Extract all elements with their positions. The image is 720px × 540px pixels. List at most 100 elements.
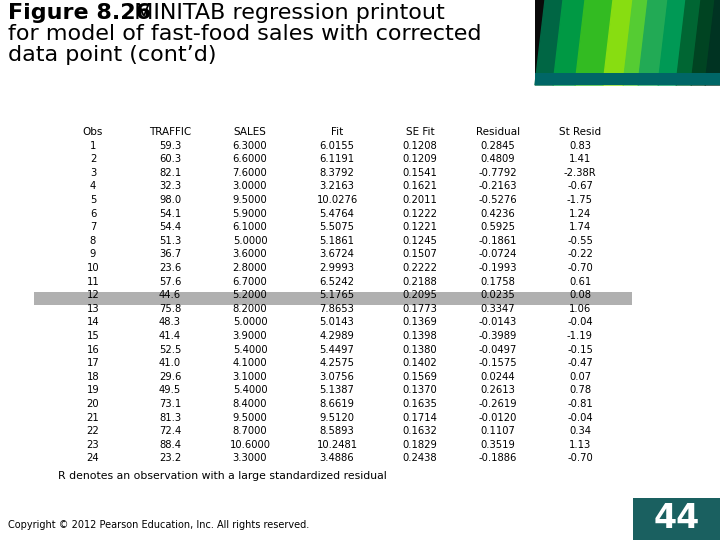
Text: -1.75: -1.75 (567, 195, 593, 205)
Text: 0.3347: 0.3347 (481, 304, 516, 314)
Text: 6: 6 (90, 208, 96, 219)
Text: 13: 13 (86, 304, 99, 314)
Polygon shape (575, 0, 613, 85)
Text: 21: 21 (86, 413, 99, 423)
Polygon shape (553, 0, 585, 85)
Bar (535, 0, 720, 85)
Text: 1.13: 1.13 (569, 440, 591, 450)
Text: 0.08: 0.08 (569, 290, 591, 300)
Text: -0.0497: -0.0497 (479, 345, 517, 355)
Text: 73.1: 73.1 (159, 399, 181, 409)
Text: 8.3792: 8.3792 (320, 168, 354, 178)
Text: 5.9000: 5.9000 (233, 208, 267, 219)
Bar (34, 292, 632, 305)
Text: 7: 7 (90, 222, 96, 232)
Text: 0.1209: 0.1209 (402, 154, 438, 164)
Text: 0.4809: 0.4809 (481, 154, 516, 164)
Text: -0.81: -0.81 (567, 399, 593, 409)
Text: 0.1507: 0.1507 (402, 249, 438, 259)
Text: 5.1765: 5.1765 (320, 290, 354, 300)
Text: 24: 24 (86, 454, 99, 463)
Text: for model of fast-food sales with corrected: for model of fast-food sales with correc… (8, 24, 482, 44)
Text: 5.4497: 5.4497 (320, 345, 354, 355)
Text: -0.70: -0.70 (567, 454, 593, 463)
Text: -0.70: -0.70 (567, 263, 593, 273)
Text: 54.1: 54.1 (159, 208, 181, 219)
Text: -0.47: -0.47 (567, 358, 593, 368)
Text: 5.5075: 5.5075 (320, 222, 354, 232)
Text: 0.1569: 0.1569 (402, 372, 438, 382)
Text: 16: 16 (86, 345, 99, 355)
Text: 60.3: 60.3 (159, 154, 181, 164)
Text: 3.1000: 3.1000 (233, 372, 267, 382)
Text: 14: 14 (86, 318, 99, 327)
Text: -0.1993: -0.1993 (479, 263, 517, 273)
Text: 0.1714: 0.1714 (402, 413, 438, 423)
Text: 6.3000: 6.3000 (233, 140, 267, 151)
Text: 0.1208: 0.1208 (402, 140, 437, 151)
Text: -0.2163: -0.2163 (479, 181, 517, 191)
Text: 3.9000: 3.9000 (233, 331, 267, 341)
Text: 0.5925: 0.5925 (480, 222, 516, 232)
Text: 4.2575: 4.2575 (320, 358, 354, 368)
Text: 0.1635: 0.1635 (402, 399, 438, 409)
Text: 3.0000: 3.0000 (233, 181, 267, 191)
Text: 5.4000: 5.4000 (233, 345, 267, 355)
Text: 0.0235: 0.0235 (481, 290, 516, 300)
Text: 98.0: 98.0 (159, 195, 181, 205)
Text: 0.2845: 0.2845 (481, 140, 516, 151)
Text: 3.2163: 3.2163 (320, 181, 354, 191)
Text: 23.6: 23.6 (159, 263, 181, 273)
Text: 0.78: 0.78 (569, 386, 591, 395)
Text: 1.74: 1.74 (569, 222, 591, 232)
Polygon shape (623, 0, 648, 85)
Text: 29.6: 29.6 (159, 372, 181, 382)
Text: 18: 18 (86, 372, 99, 382)
Text: 8.7000: 8.7000 (233, 426, 267, 436)
Text: 0.1369: 0.1369 (402, 318, 438, 327)
Text: 72.4: 72.4 (159, 426, 181, 436)
Text: 41.0: 41.0 (159, 358, 181, 368)
Text: -0.0724: -0.0724 (479, 249, 517, 259)
Text: 8.2000: 8.2000 (233, 304, 267, 314)
Text: 10.6000: 10.6000 (230, 440, 271, 450)
Text: 0.1758: 0.1758 (480, 276, 516, 287)
Text: 19: 19 (86, 386, 99, 395)
Text: 41.4: 41.4 (159, 331, 181, 341)
Text: 0.1370: 0.1370 (402, 386, 437, 395)
Text: -0.55: -0.55 (567, 236, 593, 246)
Polygon shape (691, 0, 715, 85)
Text: -0.15: -0.15 (567, 345, 593, 355)
Text: 7.6000: 7.6000 (233, 168, 267, 178)
Text: 3.6724: 3.6724 (320, 249, 354, 259)
Text: 0.1398: 0.1398 (402, 331, 437, 341)
Text: 4: 4 (90, 181, 96, 191)
Text: 5: 5 (90, 195, 96, 205)
Text: Fit: Fit (331, 127, 343, 137)
Text: 0.83: 0.83 (569, 140, 591, 151)
Text: 0.4236: 0.4236 (481, 208, 516, 219)
Polygon shape (535, 0, 563, 85)
Text: 22: 22 (86, 426, 99, 436)
Text: 1.06: 1.06 (569, 304, 591, 314)
Text: 9.5000: 9.5000 (233, 413, 267, 423)
Text: 15: 15 (86, 331, 99, 341)
Text: 5.1387: 5.1387 (320, 386, 354, 395)
Text: 4.2989: 4.2989 (320, 331, 354, 341)
Text: 51.3: 51.3 (159, 236, 181, 246)
Text: -0.2619: -0.2619 (479, 399, 517, 409)
Text: 5.1861: 5.1861 (320, 236, 354, 246)
Text: 3.6000: 3.6000 (233, 249, 267, 259)
Text: 3: 3 (90, 168, 96, 178)
Text: 5.4764: 5.4764 (320, 208, 354, 219)
Text: 6.7000: 6.7000 (233, 276, 267, 287)
Text: 0.1380: 0.1380 (402, 345, 437, 355)
Text: 0.1221: 0.1221 (402, 222, 438, 232)
Text: 2.9993: 2.9993 (320, 263, 354, 273)
Text: -0.5276: -0.5276 (479, 195, 517, 205)
Text: 6.6000: 6.6000 (233, 154, 267, 164)
Text: -1.19: -1.19 (567, 331, 593, 341)
Text: 3.0756: 3.0756 (320, 372, 354, 382)
Text: 44: 44 (653, 503, 700, 536)
Text: 5.2000: 5.2000 (233, 290, 267, 300)
